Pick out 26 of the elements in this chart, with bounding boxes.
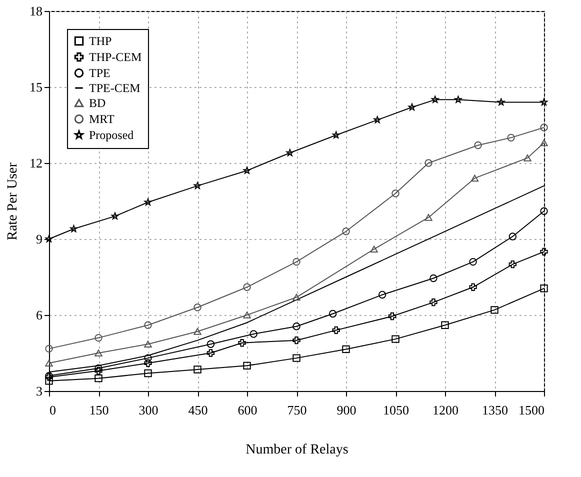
y-tick-label: 15	[30, 80, 42, 94]
legend-label: BD	[89, 96, 106, 110]
x-tick-label: 1500	[518, 402, 544, 418]
y-tick-label: 9	[36, 232, 42, 246]
legend-label: MRT	[89, 112, 115, 126]
x-tick-label: 750	[287, 402, 307, 418]
y-tick-label: 6	[36, 308, 43, 322]
x-tick-label: 900	[336, 402, 356, 418]
x-tick-label: 1050	[383, 402, 409, 418]
legend-label: THP-CEM	[89, 50, 142, 64]
legend-label: Proposed	[89, 128, 134, 142]
x-tick-label: 1350	[482, 402, 508, 418]
x-tick-label: 150	[89, 402, 109, 418]
x-tick-label: 0	[50, 402, 56, 418]
x-tick-label: 300	[138, 402, 158, 418]
y-axis-title: Rate Per User	[6, 162, 20, 240]
legend-label: TPE-CEM	[89, 81, 141, 95]
x-axis-title: Number of Relays	[246, 442, 348, 458]
x-tick-label: 450	[188, 402, 208, 418]
legend-label: THP	[89, 34, 112, 48]
x-tick-label: 600	[238, 402, 258, 418]
y-tick-label: 12	[30, 156, 42, 170]
y-tick-label: 18	[30, 4, 42, 18]
legend-label: TPE	[89, 66, 110, 80]
x-tick-label: 1200	[432, 402, 458, 418]
y-tick-label: 3	[36, 384, 42, 398]
